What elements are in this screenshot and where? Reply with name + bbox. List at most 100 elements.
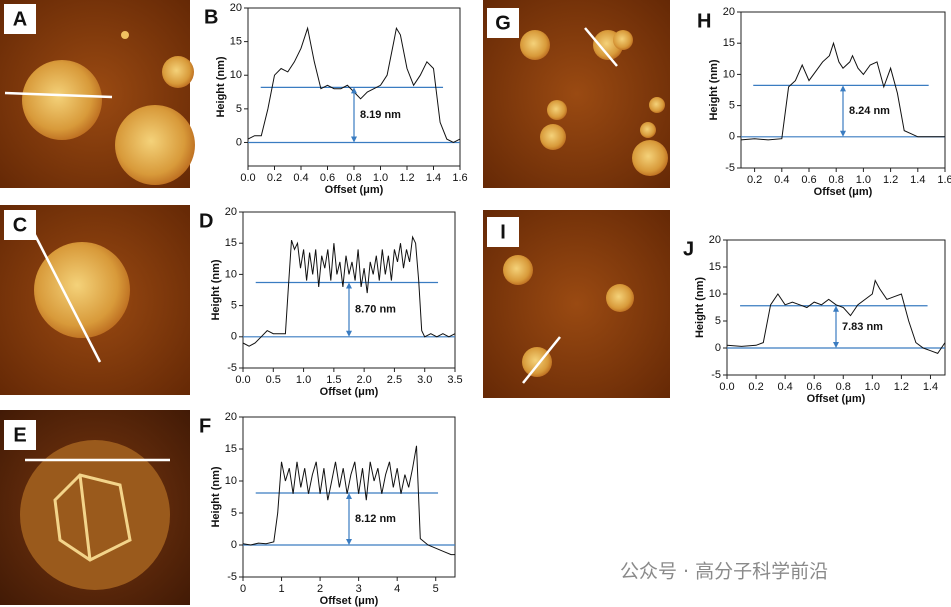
y-tick-label: 0 (715, 342, 721, 354)
y-tick-label: 10 (225, 475, 237, 487)
y-tick-label: 20 (709, 234, 721, 246)
x-tick-label: 1.0 (856, 174, 871, 186)
height-annotation: 8.12 nm (355, 513, 396, 525)
chart: -5 0 5 10 15 20 0.2 0.4 0.6 0.8 1.0 1.2 1.4 1.6 Offset… (697, 6, 951, 198)
x-tick-label: 1.0 (373, 172, 388, 184)
x-tick-label: 1.4 (923, 381, 938, 393)
x-tick-label: 1.2 (399, 172, 414, 184)
y-tick-label: 20 (230, 2, 242, 14)
x-tick-label: 0.0 (240, 172, 255, 184)
x-tick-label: 0.6 (320, 172, 335, 184)
x-tick-label: 3.5 (447, 374, 462, 386)
y-tick-label: -5 (725, 162, 735, 174)
y-axis-title: Height (nm) (694, 277, 706, 338)
chart: -5 0 5 10 15 20 0.0 0.5 1.0 1.5 2.0 2.5 3.0 3.5 Offset… (199, 206, 463, 398)
x-axis-title: Offset (μm) (807, 393, 866, 405)
y-tick-label: -5 (227, 362, 237, 374)
image-label: C (13, 214, 27, 236)
panel-label: B (204, 6, 218, 28)
y-tick-label: 20 (225, 206, 237, 218)
x-tick-label: 0.6 (807, 381, 822, 393)
panel-label: H (697, 10, 711, 32)
x-tick-label: 0.8 (829, 174, 844, 186)
y-tick-label: 10 (230, 69, 242, 81)
x-tick-label: 5 (433, 583, 439, 595)
arrow-head (840, 85, 846, 137)
y-tick-label: 15 (225, 237, 237, 249)
height-annotation: 8.19 nm (360, 109, 401, 121)
x-tick-label: 1.4 (426, 172, 441, 184)
height-profile (247, 26, 461, 144)
y-tick-label: 15 (723, 37, 735, 49)
x-tick-label: 0.0 (719, 381, 734, 393)
y-tick-label: 0 (231, 539, 237, 551)
image-label: G (495, 12, 511, 34)
arrow-head (351, 87, 357, 143)
y-tick-label: 5 (715, 315, 721, 327)
height-profile (242, 235, 456, 347)
x-tick-label: 0.8 (346, 172, 361, 184)
x-tick-label: 0.4 (777, 381, 792, 393)
x-tick-label: 0.2 (267, 172, 282, 184)
height-annotation: 8.24 nm (849, 105, 890, 117)
x-tick-label: 1.2 (883, 174, 898, 186)
y-tick-label: 0 (231, 331, 237, 343)
y-axis-title: Height (nm) (708, 59, 720, 120)
y-axis-title: Height (nm) (210, 466, 222, 527)
y-tick-label: 5 (231, 300, 237, 312)
y-tick-label: -5 (227, 571, 237, 583)
y-tick-label: 10 (709, 288, 721, 300)
x-tick-label: 0 (240, 583, 246, 595)
y-axis-title: Height (nm) (210, 259, 222, 320)
chart: 0 5 10 15 20 0.0 0.2 0.4 0.6 0.8 1.0 1.2 1.4 1.6 Offse… (204, 2, 468, 196)
height-annotation: 8.70 nm (355, 304, 396, 316)
afm-image: I (483, 210, 670, 398)
x-tick-label: 0.5 (266, 374, 281, 386)
height-annotation: 7.83 nm (842, 321, 883, 333)
x-tick-label: 1.0 (296, 374, 311, 386)
chart: -5 0 5 10 15 20 0.0 0.2 0.4 0.6 0.8 1.0 1.2 1.4 Offset… (683, 234, 946, 405)
x-tick-label: 1.4 (910, 174, 925, 186)
y-tick-label: 5 (236, 103, 242, 115)
x-tick-label: 0.6 (801, 174, 816, 186)
y-tick-label: 0 (236, 136, 242, 148)
x-tick-label: 0.2 (747, 174, 762, 186)
panel-label: J (683, 238, 694, 260)
x-tick-label: 3.0 (417, 374, 432, 386)
afm-image: G (483, 0, 670, 188)
y-tick-label: 15 (230, 36, 242, 48)
plot-frame (242, 416, 456, 578)
x-tick-label: 1 (278, 583, 284, 595)
x-tick-label: 1.6 (937, 174, 951, 186)
height-profile (726, 279, 946, 355)
plot-frame (242, 211, 456, 369)
x-tick-label: 4 (394, 583, 400, 595)
x-tick-label: 0.0 (235, 374, 250, 386)
x-tick-label: 0.2 (748, 381, 763, 393)
height-profile (740, 41, 945, 141)
x-axis-title: Offset (μm) (325, 184, 384, 196)
x-axis-title: Offset (μm) (320, 386, 379, 398)
x-tick-label: 0.8 (836, 381, 851, 393)
y-tick-label: 5 (729, 100, 735, 112)
y-tick-label: 20 (225, 411, 237, 423)
afm-image: C (0, 205, 190, 395)
x-tick-label: 0.4 (293, 172, 308, 184)
plot-frame (740, 11, 946, 169)
afm-image: E (0, 410, 190, 605)
x-tick-label: 1.0 (865, 381, 880, 393)
height-profile (242, 445, 455, 556)
y-tick-label: 15 (225, 443, 237, 455)
arrow-head (346, 282, 352, 337)
afm-image: A (0, 0, 195, 188)
y-tick-label: 15 (709, 261, 721, 273)
y-tick-label: 20 (723, 6, 735, 18)
y-axis-title: Height (nm) (215, 56, 227, 117)
image-label: A (13, 8, 27, 30)
y-tick-label: 0 (729, 131, 735, 143)
x-tick-label: 2.0 (356, 374, 371, 386)
arrow-head (346, 493, 352, 545)
image-label: E (13, 424, 26, 446)
